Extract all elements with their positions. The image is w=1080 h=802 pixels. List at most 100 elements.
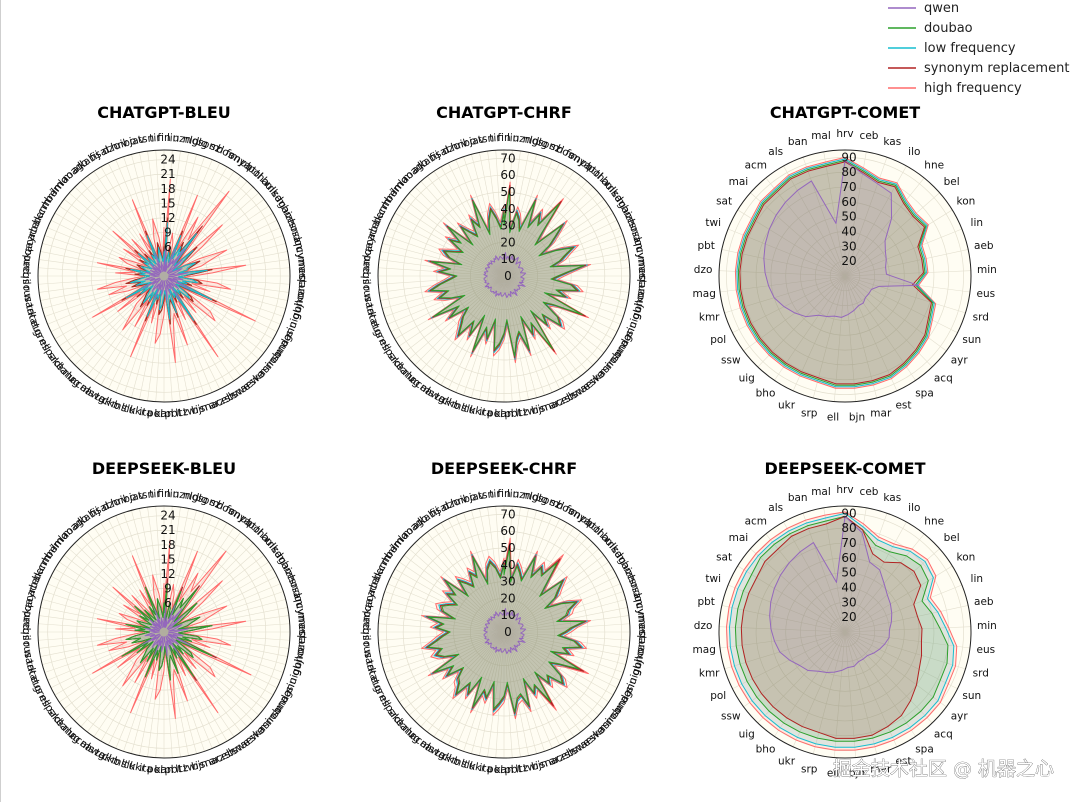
angular-tick-label: est [636, 624, 648, 640]
angular-tick-label: srd [973, 668, 989, 680]
spoke-line [503, 186, 594, 277]
radial-tick-label: 24 [160, 509, 175, 523]
angular-tick-label: ltz [175, 406, 189, 420]
angular-tick-label: kon [294, 284, 308, 304]
spoke-line [100, 522, 165, 633]
angular-tick-label: ayr [23, 586, 39, 606]
angular-tick-label: lin [506, 132, 519, 145]
spoke-line [503, 531, 581, 633]
angular-tick-label: war [361, 292, 377, 314]
angular-tick-label: tir [489, 132, 502, 145]
angular-tick-label: sun [962, 334, 981, 346]
spoke-line [503, 631, 560, 746]
radial-tick-label: 6 [164, 240, 172, 254]
radial-tick-label: 70 [500, 151, 515, 165]
angular-tick-label: uzn [512, 132, 532, 146]
spoke-line [503, 631, 605, 709]
spoke-line [433, 527, 505, 633]
angular-tick-label: sun [962, 690, 981, 702]
radial-tick-label: 80 [841, 165, 856, 179]
angular-tick-label: sna [538, 398, 559, 415]
angular-tick-label: ban [788, 136, 808, 148]
spoke-line [503, 527, 575, 633]
spoke-line [47, 583, 165, 633]
series-high-frequency-polygon [92, 539, 252, 719]
angular-tick-label: slk [120, 758, 138, 774]
spoke-line [479, 275, 505, 400]
spoke-line [163, 275, 289, 293]
spoke-line [382, 599, 505, 633]
angular-tick-label: bel [944, 176, 960, 188]
spoke-line [503, 591, 624, 633]
angular-tick-label: ayr [951, 710, 969, 722]
spoke-line [163, 591, 284, 633]
angular-tick-label: nld [522, 489, 540, 504]
series-doubao-polygon [737, 159, 934, 386]
angular-tick-label: pbt [164, 407, 182, 420]
angular-tick-label: san [629, 586, 645, 607]
angular-tick-label: kon [634, 640, 648, 660]
angular-tick-label: bho [756, 744, 776, 756]
spoke-line [463, 275, 505, 396]
spoke-line [382, 631, 505, 665]
angular-tick-label: fin [157, 488, 170, 500]
spoke-line [163, 623, 290, 633]
spoke-line [844, 631, 933, 724]
angular-tick-label: rus [360, 641, 374, 659]
spoke-line [792, 631, 846, 747]
radial-tick-label: 30 [841, 239, 856, 253]
series-low-frequency-polygon [736, 158, 935, 388]
angular-tick-label: san [629, 230, 645, 251]
spoke-line [503, 631, 630, 641]
spoke-line [503, 623, 630, 633]
spoke-line [844, 177, 925, 277]
angular-tick-label: mar [635, 256, 648, 278]
angular-tick-label: tir [149, 132, 162, 145]
spoke-line [503, 507, 521, 633]
spoke-line [719, 631, 846, 649]
spoke-line [802, 513, 846, 633]
angular-tick-label: glg [530, 491, 549, 507]
angular-tick-label: guj [629, 302, 645, 321]
angular-tick-label: arz [547, 395, 567, 412]
angular-tick-label: acq [934, 729, 953, 741]
spoke-line [378, 275, 505, 285]
angular-tick-label: est [296, 268, 308, 284]
angular-tick-label: ibo [119, 135, 138, 151]
radial-tick-label: 30 [841, 595, 856, 609]
spoke-line [844, 626, 971, 633]
grid-ring [815, 602, 875, 662]
radial-tick-label: 10 [500, 608, 515, 622]
legend-label-synonym-replacement: synonym replacement [924, 61, 1069, 76]
radial-tick-label: 30 [500, 575, 515, 589]
spoke-line [433, 171, 505, 277]
angular-tick-label: quy [292, 594, 308, 616]
spoke-line [139, 508, 165, 633]
angular-tick-label: ilo [360, 278, 373, 291]
angular-tick-label: twi [705, 573, 721, 585]
grid-ring [90, 558, 238, 706]
angular-tick-label: szl [548, 140, 565, 156]
angular-tick-label: ibo [459, 135, 478, 151]
angular-tick-label: kac [21, 595, 36, 615]
spoke-line [384, 275, 505, 317]
radial-tick-label: 0 [504, 625, 512, 639]
spoke-line [503, 275, 581, 377]
grid-ring [770, 201, 920, 351]
spoke-line [403, 199, 505, 277]
angular-tick-label: slk [460, 758, 478, 774]
radial-tick-label: 20 [500, 591, 515, 605]
spoke-line [399, 275, 505, 347]
angular-tick-label: kac [361, 595, 376, 615]
spoke-line [834, 275, 846, 402]
charts-layer: 242118151296finlinuznnldglgsomszlbosfonm… [20, 103, 997, 780]
spoke-line [844, 548, 940, 633]
spoke-line [163, 631, 197, 754]
angular-tick-label: mar [870, 763, 892, 775]
spoke-line [503, 631, 513, 758]
spoke-line [503, 275, 621, 325]
angular-tick-label: rus [20, 641, 34, 659]
spoke-line [503, 631, 621, 681]
spoke-line [394, 568, 505, 633]
grid-ring [402, 530, 606, 734]
